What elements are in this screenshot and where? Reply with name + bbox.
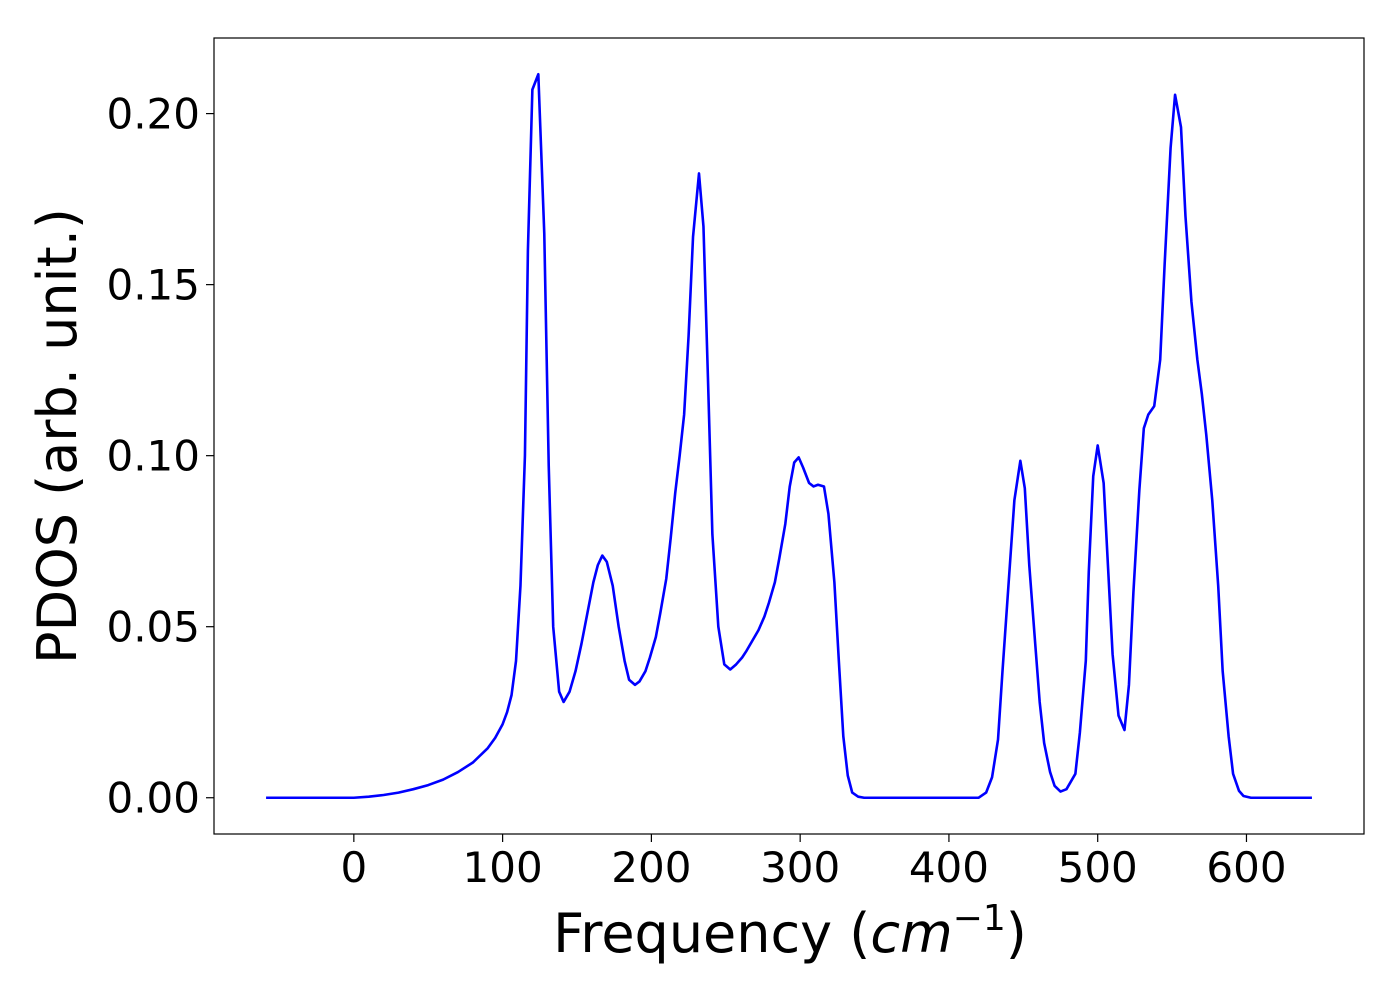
x-label-part: −1 bbox=[953, 898, 1006, 939]
x-label-part: ) bbox=[1006, 902, 1027, 965]
x-axis-label: Frequency (cm−1) bbox=[553, 898, 1027, 965]
y-tick-label: 0.10 bbox=[106, 432, 200, 481]
x-tick-label: 0 bbox=[340, 843, 367, 892]
y-tick-label: 0.15 bbox=[106, 261, 200, 310]
x-tick-label: 100 bbox=[463, 843, 543, 892]
x-tick-label: 200 bbox=[611, 843, 691, 892]
pdos-line bbox=[266, 72, 1312, 800]
x-tick-label: 400 bbox=[909, 843, 989, 892]
y-tick-label: 0.20 bbox=[106, 90, 200, 139]
x-label-part: Frequency ( bbox=[553, 902, 870, 965]
y-axis-label: PDOS (arb. unit.) bbox=[26, 208, 89, 664]
x-tick-label: 300 bbox=[760, 843, 840, 892]
plot-frame bbox=[213, 37, 1365, 835]
x-tick-label: 600 bbox=[1206, 843, 1286, 892]
y-tick-label: 0.00 bbox=[106, 774, 200, 823]
x-label-part: cm bbox=[870, 902, 952, 965]
y-tick-label: 0.05 bbox=[106, 603, 200, 652]
x-tick-label: 500 bbox=[1058, 843, 1138, 892]
